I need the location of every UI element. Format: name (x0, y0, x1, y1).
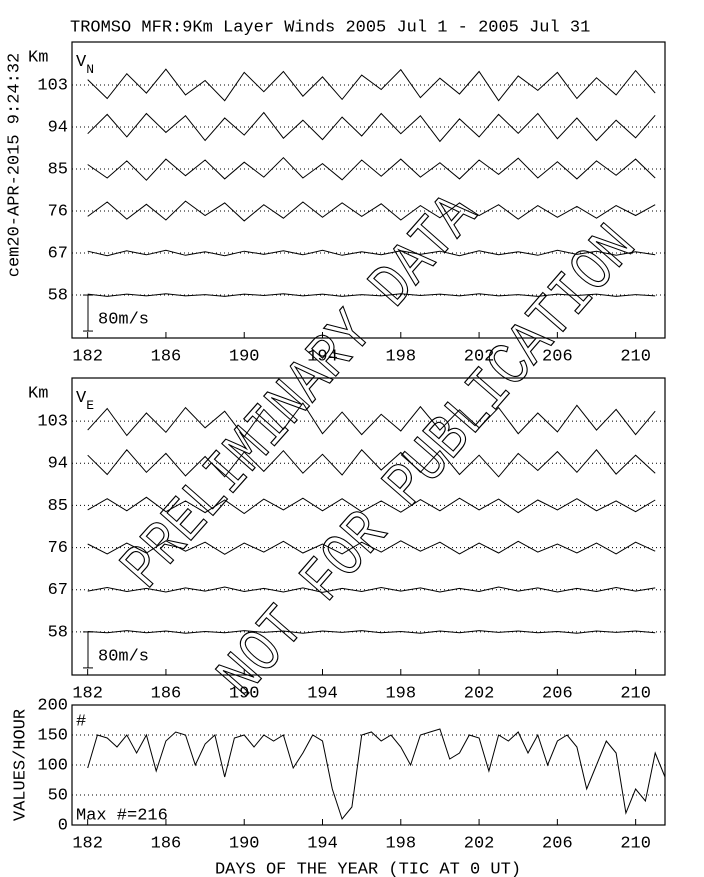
y-tick-label: 58 (48, 623, 68, 642)
y-tick-label: 103 (37, 413, 68, 432)
x-tick-label: 190 (229, 347, 260, 366)
max-label: Max #=216 (76, 806, 168, 825)
y-tick-label: 67 (48, 581, 68, 600)
component-sub: N (86, 62, 94, 77)
x-tick-label: 198 (385, 347, 416, 366)
x-tick-label: 182 (72, 347, 103, 366)
y-tick-label: 76 (48, 539, 68, 558)
trace (87, 111, 656, 143)
y-axis-label: Km (28, 48, 48, 67)
x-tick-label: 206 (542, 347, 573, 366)
x-tick-label: 194 (307, 347, 338, 366)
y-tick-label: 76 (48, 202, 68, 221)
trace (87, 249, 656, 257)
y-tick-label: 94 (48, 455, 68, 474)
y-tick-label: 0 (58, 816, 68, 835)
component-label: VE (76, 389, 94, 413)
annotation: # (76, 712, 86, 731)
x-tick-label: 186 (151, 834, 182, 853)
x-tick-label: 210 (620, 834, 651, 853)
trace (87, 68, 656, 102)
y-tick-label: 150 (37, 726, 68, 745)
x-tick-label: 182 (72, 834, 103, 853)
y-tick-label: 103 (37, 76, 68, 95)
component: V (76, 53, 87, 72)
x-axis-label: DAYS OF THE YEAR (TIC AT 0 UT) (215, 860, 521, 877)
y-axis-label: Km (28, 384, 48, 403)
x-tick-label: 186 (151, 684, 182, 703)
trace (87, 630, 656, 634)
x-tick-label: 202 (464, 834, 495, 853)
trace (87, 496, 656, 515)
x-tick-label: 198 (385, 834, 416, 853)
scale-label: 80m/s (98, 647, 149, 666)
y-axis-label: VALUES/HOUR (11, 709, 30, 821)
y-tick-label: 100 (37, 756, 68, 775)
x-tick-label: 186 (151, 347, 182, 366)
x-tick-label: 182 (72, 684, 103, 703)
x-tick-label: 206 (542, 834, 573, 853)
frame (71, 704, 666, 826)
frame (71, 41, 666, 339)
y-tick-label: 58 (48, 287, 68, 306)
trace (87, 728, 666, 821)
trace (87, 293, 656, 297)
x-tick-label: 194 (307, 834, 338, 853)
trace (87, 449, 656, 478)
x-tick-label: 210 (620, 684, 651, 703)
trace (87, 200, 656, 222)
frame (71, 377, 666, 676)
x-tick-label: 198 (385, 684, 416, 703)
trace (87, 156, 656, 181)
x-tick-label: 194 (307, 684, 338, 703)
y-tick-label: 94 (48, 118, 68, 137)
x-tick-label: 190 (229, 684, 260, 703)
x-tick-label: 190 (229, 834, 260, 853)
timestamp: cem20-APR-2015 9:24:32 (5, 53, 24, 277)
y-tick-label: 200 (37, 696, 68, 715)
watermark: PRELIMINARY DATA (108, 180, 492, 603)
y-tick-label: 67 (48, 245, 68, 264)
component: V (76, 389, 87, 408)
trace (87, 540, 656, 555)
y-tick-label: 50 (48, 786, 68, 805)
component-sub: E (86, 398, 94, 413)
scale-label: 80m/s (98, 311, 149, 330)
y-tick-label: 85 (48, 160, 68, 179)
x-tick-label: 202 (464, 684, 495, 703)
trace (87, 586, 656, 593)
y-tick-label: 85 (48, 497, 68, 516)
x-tick-label: 210 (620, 347, 651, 366)
x-tick-label: 206 (542, 684, 573, 703)
x-tick-label: 202 (464, 347, 495, 366)
component-label: VN (76, 53, 94, 77)
title: TROMSO MFR:9Km Layer Winds 2005 Jul 1 - … (70, 18, 590, 37)
trace (87, 402, 656, 438)
